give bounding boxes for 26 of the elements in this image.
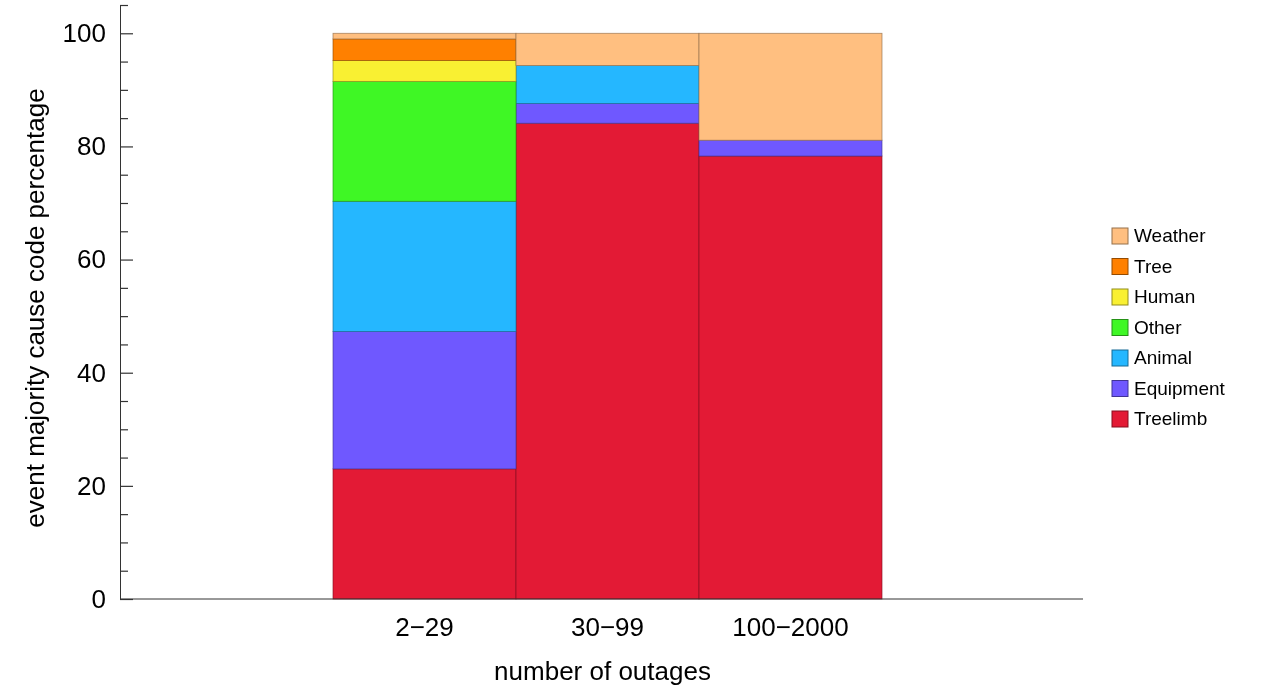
bar <box>332 38 517 61</box>
y-tick-label: 20 <box>77 470 106 501</box>
bar <box>698 139 883 157</box>
x-tick-label: 2−29 <box>395 611 454 642</box>
bar <box>332 200 517 332</box>
x-tick-label: 100−2000 <box>732 611 849 642</box>
y-tick-label: 40 <box>77 357 106 388</box>
legend-label: Other <box>1134 316 1183 338</box>
legend-label: Treelimb <box>1134 408 1208 429</box>
bar <box>332 331 517 470</box>
y-tick-label: 60 <box>77 244 106 275</box>
y-axis-title: event majority cause code percentage <box>20 88 50 528</box>
y-tick-label: 100 <box>62 18 106 49</box>
bar <box>332 60 517 82</box>
legend-label: Human <box>1134 286 1196 307</box>
bar <box>515 65 700 104</box>
y-tick-label: 0 <box>91 583 106 614</box>
legend-label: Tree <box>1134 255 1173 277</box>
legend-label: Animal <box>1134 347 1193 368</box>
bar <box>515 103 700 124</box>
y-tick-label: 80 <box>77 131 106 162</box>
x-axis-title: number of outages <box>494 656 711 686</box>
bar <box>332 80 517 202</box>
legend-label: Weather <box>1134 225 1207 246</box>
x-tick-label: 30−99 <box>570 611 645 642</box>
legend-label: Equipment <box>1134 377 1226 399</box>
